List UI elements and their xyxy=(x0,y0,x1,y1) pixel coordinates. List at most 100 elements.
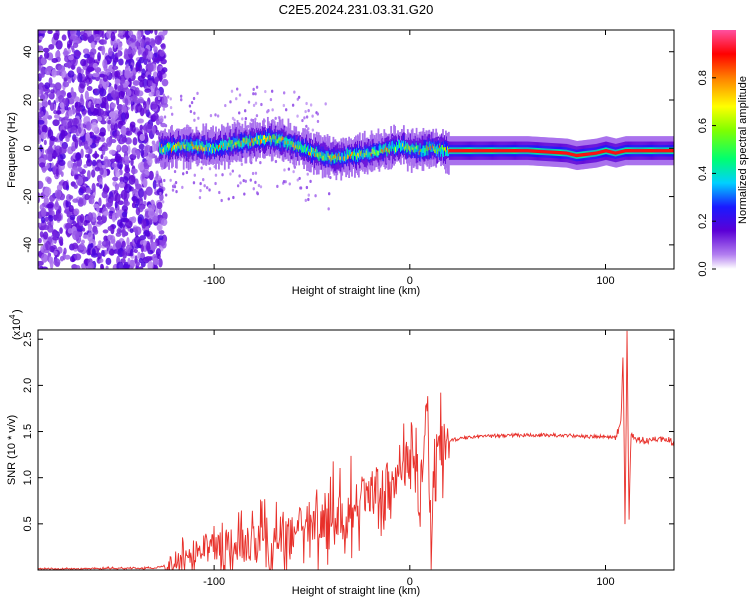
heatmap-cell xyxy=(202,141,205,148)
heatmap-cell xyxy=(55,40,63,50)
heatmap-cell xyxy=(230,142,233,152)
heatmap-cell xyxy=(138,143,145,150)
snr-multiplier: (x10 4 ) xyxy=(8,309,23,340)
heatmap-cell xyxy=(152,112,159,121)
heatmap-cell xyxy=(324,154,327,161)
heatmap-cell xyxy=(43,139,47,146)
heatmap-cell xyxy=(277,134,280,142)
heatmap-cell xyxy=(296,178,299,182)
heatmap-cell xyxy=(327,152,330,167)
heatmap-cell xyxy=(273,134,276,139)
heatmap-cell xyxy=(180,144,183,150)
heatmap-cell xyxy=(386,146,389,157)
heatmap-cell xyxy=(346,148,349,159)
heatmap-cell xyxy=(67,43,71,49)
heatmap-cell xyxy=(226,142,229,149)
heatmap-cell xyxy=(115,151,119,158)
heatmap-cell xyxy=(372,147,375,152)
heatmap-cell xyxy=(84,90,89,101)
heatmap-cell xyxy=(152,241,157,248)
heatmap-cell xyxy=(41,124,48,134)
heatmap-cell xyxy=(86,248,92,256)
snr-xtick-label: 0 xyxy=(407,576,413,588)
heatmap-cell xyxy=(282,140,285,147)
heatmap-cell xyxy=(291,141,294,145)
heatmap-cell xyxy=(113,132,118,139)
heatmap-cell xyxy=(147,63,154,73)
heatmap-cell xyxy=(105,202,113,208)
heatmap-cell xyxy=(78,126,82,134)
heatmap-cell xyxy=(183,145,186,149)
heatmap-cell xyxy=(445,147,447,152)
heatmap-cell xyxy=(161,200,165,204)
heatmap-cell xyxy=(71,117,79,126)
heatmap-cell xyxy=(94,67,102,74)
heatmap-cell xyxy=(72,198,79,203)
heatmap-cell xyxy=(412,148,415,153)
heatmap-cell xyxy=(292,138,295,147)
heatmap-cell xyxy=(156,173,159,177)
heatmap-cell xyxy=(231,116,235,120)
heatmap-cell xyxy=(148,208,155,218)
heatmap-cell xyxy=(299,186,302,190)
snr-multiplier-close: ) xyxy=(11,309,23,313)
heatmap-cell xyxy=(375,152,378,157)
heatmap-cell xyxy=(298,176,301,181)
heatmap-cell xyxy=(264,136,266,146)
heatmap-cell xyxy=(345,154,348,159)
heatmap-cell xyxy=(310,145,312,154)
heatmap-cell xyxy=(110,90,118,99)
heatmap-cell xyxy=(362,150,365,154)
heatmap-cell xyxy=(96,220,104,225)
heatmap-cell xyxy=(147,260,154,269)
heatmap-cell xyxy=(204,147,207,152)
heatmap-cell xyxy=(276,140,279,144)
heatmap-cell xyxy=(78,243,85,251)
heatmap-cell xyxy=(245,135,248,145)
heatmap-cell xyxy=(150,101,158,110)
heatmap-cell xyxy=(121,204,128,213)
heatmap-cell xyxy=(143,190,147,201)
heatmap-cell xyxy=(252,187,255,191)
heatmap-cell xyxy=(364,149,367,157)
heatmap-cell xyxy=(119,163,123,171)
heatmap-cell xyxy=(102,74,109,82)
heatmap-cell xyxy=(410,144,413,150)
heatmap-cell xyxy=(147,157,153,166)
heatmap-cell xyxy=(401,145,403,151)
heatmap-cell xyxy=(65,222,72,230)
heatmap-cell xyxy=(154,30,158,36)
heatmap-cell xyxy=(181,144,184,151)
heatmap-cell xyxy=(265,137,268,142)
heatmap-cell xyxy=(118,30,125,36)
heatmap-cell xyxy=(338,152,341,157)
heatmap-cell xyxy=(38,260,44,266)
heatmap-cell xyxy=(161,143,164,148)
heatmap-cell xyxy=(131,48,136,56)
heatmap-cell xyxy=(39,162,46,168)
heatmap-cell xyxy=(389,142,392,151)
heatmap-cell xyxy=(141,68,146,76)
heatmap-cell xyxy=(149,30,154,34)
heatmap-cell xyxy=(194,145,197,149)
heatmap-cell xyxy=(47,30,53,35)
heatmap-cell xyxy=(347,154,349,160)
heatmap-cell xyxy=(42,47,50,53)
heatmap-cell xyxy=(426,145,429,150)
heatmap-cell xyxy=(58,159,66,166)
heatmap-cell xyxy=(96,98,103,104)
snr-line xyxy=(38,330,674,570)
heatmap-cell xyxy=(316,112,319,116)
heatmap-cell xyxy=(101,249,105,257)
heatmap-cell xyxy=(158,235,164,241)
heatmap-cell xyxy=(238,174,241,178)
heatmap-cell xyxy=(137,162,145,171)
heatmap-cell xyxy=(162,107,166,111)
heatmap-cell xyxy=(443,148,445,157)
heatmap-cell xyxy=(318,155,321,159)
heatmap-cell xyxy=(219,146,222,150)
heatmap-cell xyxy=(114,156,121,162)
heatmap-cell xyxy=(203,184,206,188)
heatmap-cell xyxy=(139,239,148,246)
heatmap-cell xyxy=(188,143,191,153)
